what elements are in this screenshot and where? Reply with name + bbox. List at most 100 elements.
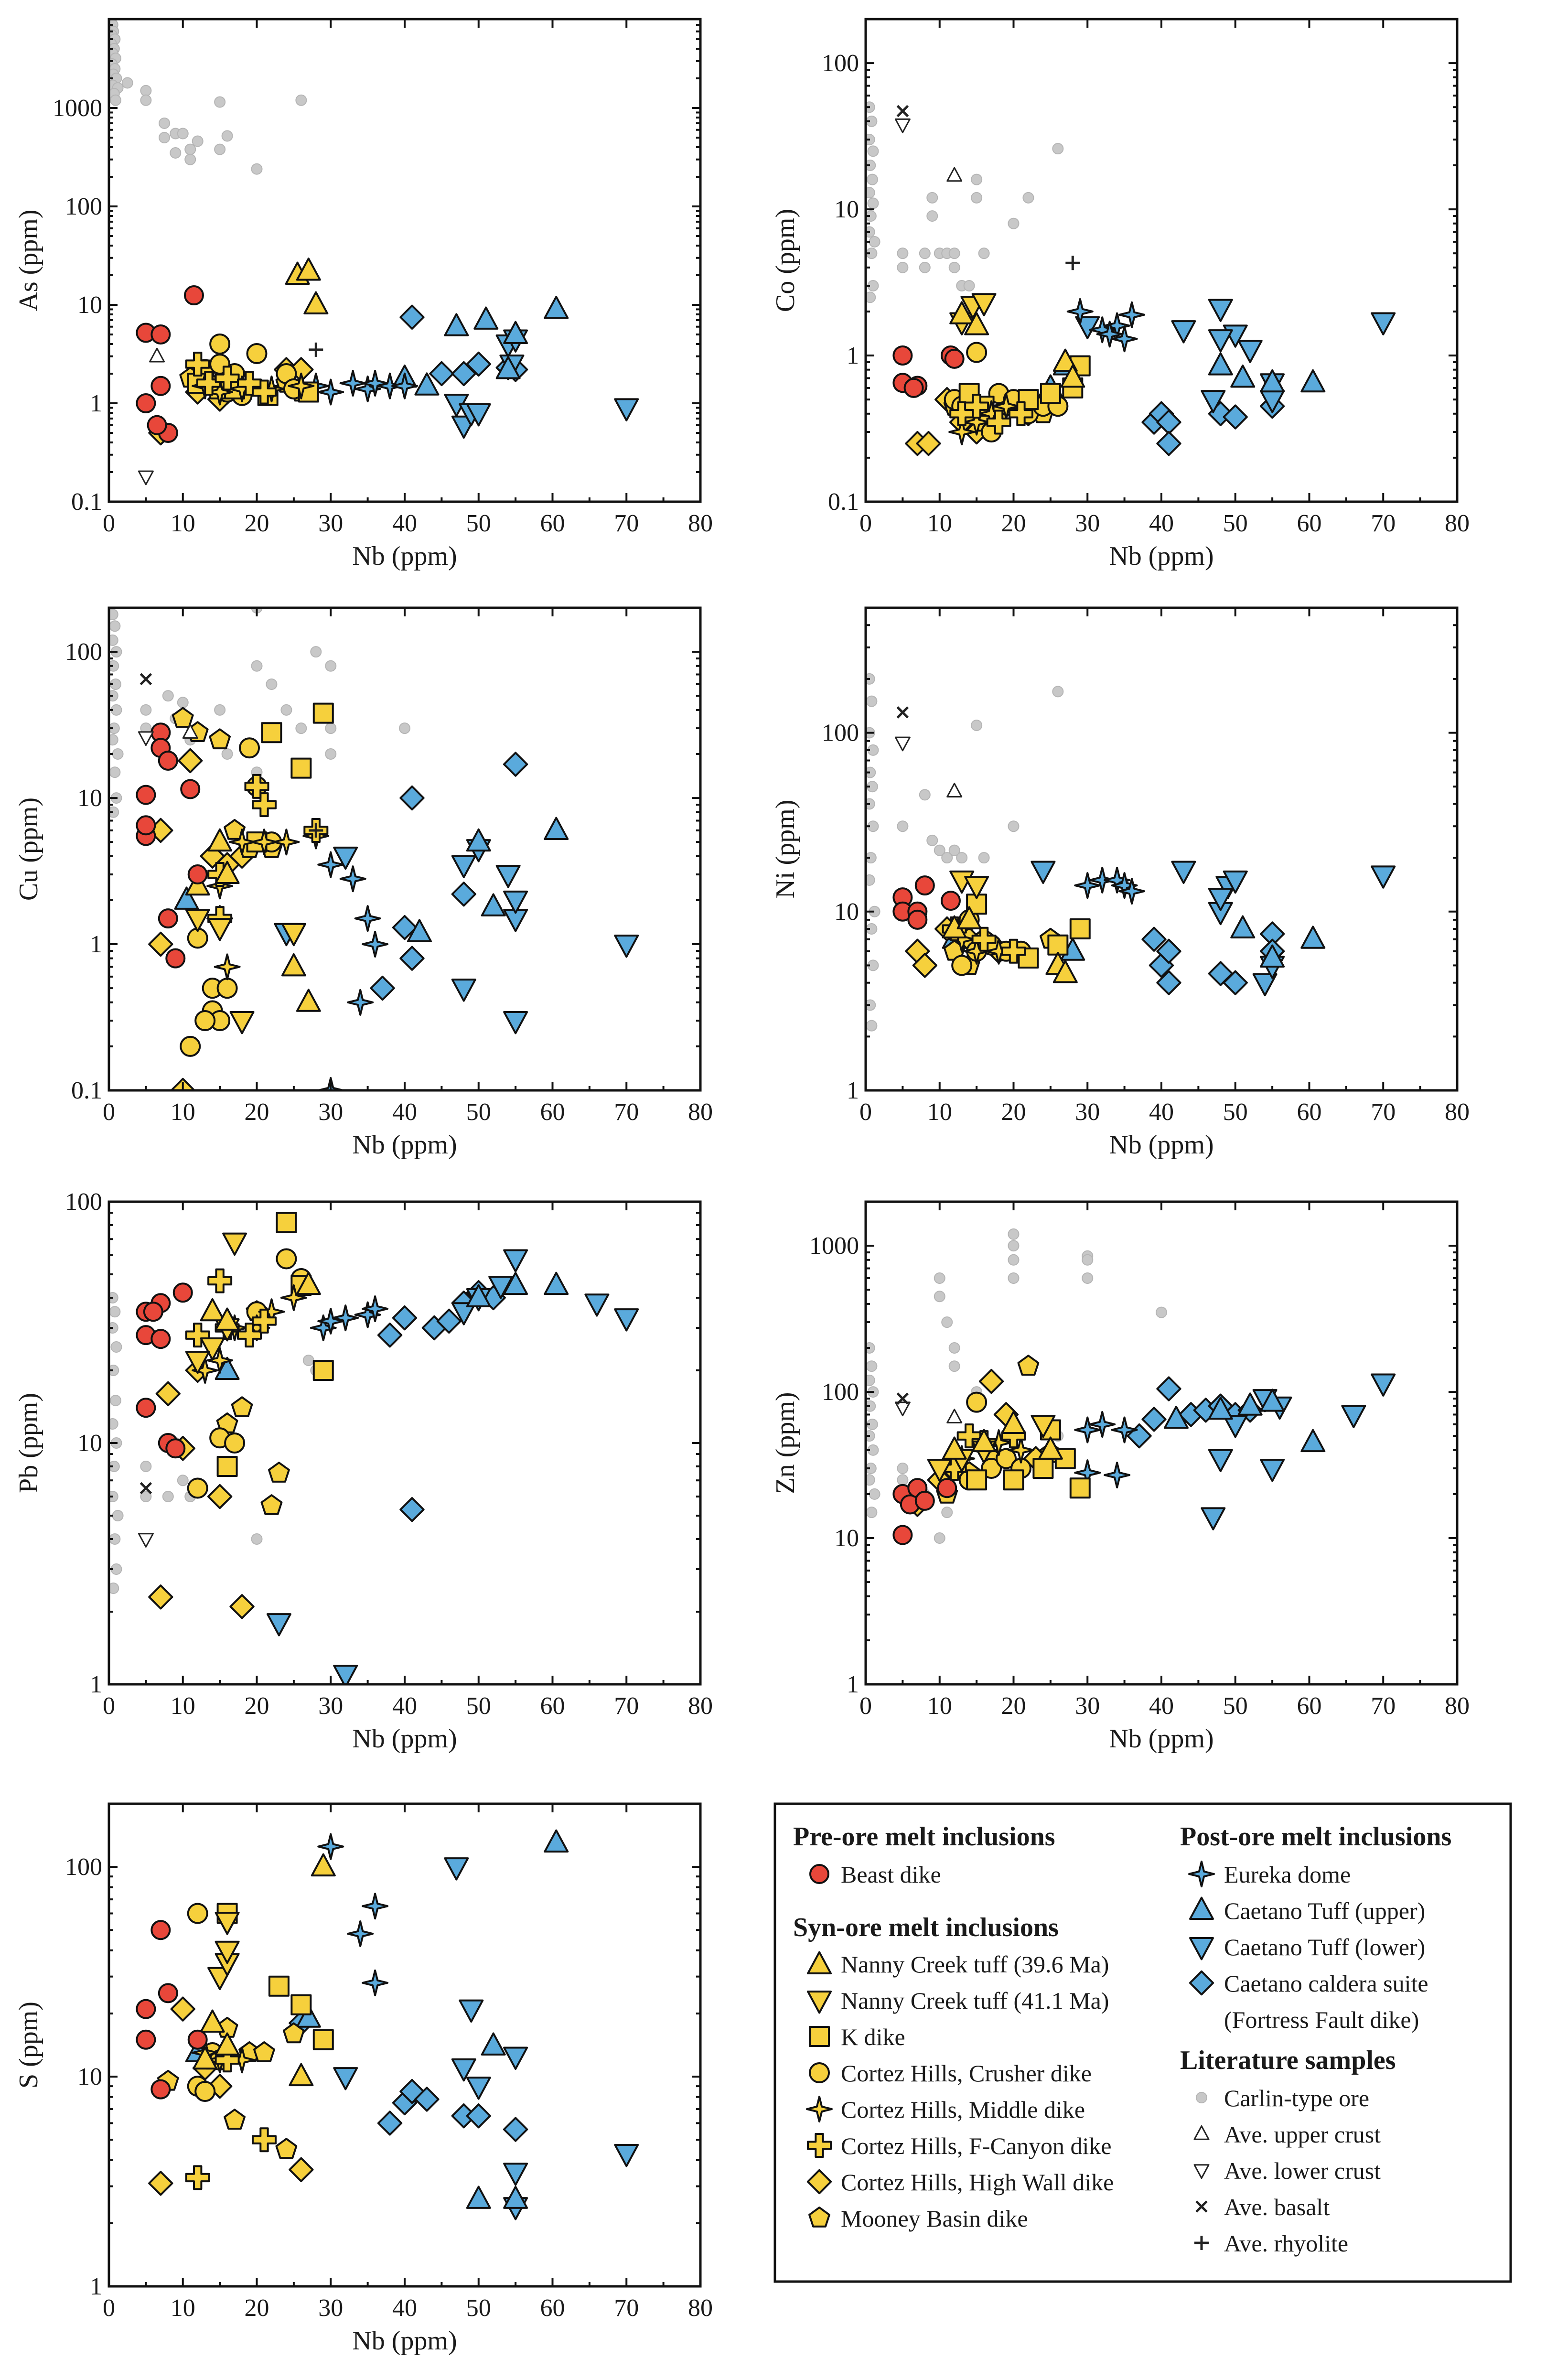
zn-y-tick-label: 1000 [809, 1232, 859, 1260]
cu-point-highwall [200, 843, 225, 869]
pb-point-carlin [109, 1395, 121, 1407]
pb-point-nanny39 [215, 1307, 240, 1331]
cu-point-beast [158, 908, 178, 929]
ni-point-upper_crust [946, 783, 963, 798]
cu-point-c_lower [333, 846, 358, 870]
as-point-eureka [317, 378, 344, 406]
cu-point-c_lower [503, 890, 528, 914]
legend-label-rhyolite: Ave. rhyolite [1224, 2230, 1348, 2257]
co-point-carlin [919, 248, 931, 259]
cu-x-tick-label: 70 [614, 1098, 639, 1126]
legend-label-nanny41: Nanny Creek tuff (41.1 Ma) [841, 1987, 1109, 2014]
legend-label-c-lower: Caetano Tuff (lower) [1224, 1934, 1425, 1960]
ni-point-carlin [866, 798, 875, 810]
legend-marker-mooney [808, 2207, 830, 2228]
zn-point-kdike [966, 1469, 988, 1491]
as-x-tick-label: 10 [171, 510, 195, 537]
s-x-tick-label: 40 [392, 2294, 417, 2322]
cu-point-nanny41 [229, 1011, 255, 1034]
ni-point-kdike [1047, 934, 1069, 956]
zn-point-carlin [897, 1463, 909, 1475]
cu-point-eureka [339, 865, 366, 893]
cu-point-carlin [177, 697, 189, 709]
co-markers [866, 101, 1396, 456]
legend-label-eureka: Eureka dome [1224, 1861, 1351, 1888]
as-point-carlin [192, 135, 204, 147]
as-point-c_lower [466, 403, 491, 427]
pb-point-c_upper [466, 1284, 491, 1307]
zn-point-nanny39 [1038, 1436, 1063, 1460]
cu-point-upper_crust [182, 724, 198, 739]
cu-x-tick-label: 0 [103, 1098, 115, 1126]
ni-x-tick-label: 30 [1075, 1098, 1100, 1126]
zn-point-c_lower [1223, 1414, 1248, 1438]
as-point-fcanyon [196, 370, 221, 396]
co-y-axis-label: Co (ppm) [771, 209, 800, 312]
cu-point-carlin [112, 748, 124, 760]
as-point-c_lower [614, 398, 639, 421]
cu-point-c_caldera [399, 946, 425, 971]
zn-point-eureka [1111, 1416, 1138, 1443]
zn-point-c_upper [1163, 1405, 1189, 1429]
as-x-tick-label: 40 [392, 510, 417, 537]
cu-point-carlin [325, 722, 337, 734]
zn-point-carlin [1082, 1272, 1094, 1284]
co-x-tick-label: 30 [1075, 510, 1100, 537]
cu-point-nanny39 [281, 953, 306, 977]
s-point-nanny39 [289, 2063, 314, 2087]
legend-label-middle: Cortez Hills, Middle dike [841, 2096, 1085, 2123]
legend-marker-fcanyon [807, 2133, 832, 2158]
co-point-c_upper [1300, 369, 1326, 393]
ni-point-lower_crust [894, 736, 911, 752]
pb-point-carlin [109, 1364, 119, 1376]
cu-point-eureka [362, 931, 389, 958]
ni-markers [866, 673, 1396, 1032]
cu-point-nanny39 [215, 861, 240, 884]
zn-point-c_lower [1201, 1507, 1226, 1530]
zn-point-carlin [934, 1291, 945, 1303]
pb-point-carlin [109, 1292, 118, 1303]
pb-point-beast [143, 1302, 163, 1322]
as-point-beast [136, 393, 156, 414]
cu-point-carlin [109, 660, 119, 672]
cu-x-tick-label: 80 [688, 1098, 713, 1126]
as-point-carlin [214, 96, 226, 108]
co-point-eureka [1066, 298, 1094, 325]
co-x-tick-label: 10 [927, 510, 952, 537]
co-y-tick-label: 100 [822, 50, 859, 77]
pb-x-tick-label: 10 [171, 1692, 195, 1720]
s-x-tick-label: 20 [245, 2294, 269, 2322]
legend-label-upper-crust: Ave. upper crust [1224, 2121, 1381, 2148]
zn-point-carlin [1008, 1272, 1020, 1284]
pb-x-tick-label: 50 [466, 1692, 491, 1720]
cu-y-tick-label: 10 [77, 785, 102, 812]
pb-point-highwall [155, 1381, 181, 1407]
s-point-c_upper [481, 2032, 506, 2056]
zn-x-tick-label: 50 [1223, 1692, 1248, 1720]
cu-point-nanny41 [185, 909, 210, 932]
co-point-carlin [866, 226, 875, 238]
cu-y-tick-label: 0.1 [71, 1077, 102, 1104]
co-point-highwall [916, 431, 941, 456]
legend-marker-lower_crust [1193, 2164, 1210, 2179]
co-point-eureka [1118, 301, 1146, 328]
co-x-tick-label: 80 [1445, 510, 1470, 537]
pb-point-fcanyon [237, 1323, 262, 1348]
panel-zn: 0 10 20 30 40 50 60 70 80 1 10 100 1000 Nb (ppm) Zn (p… [771, 1200, 1470, 1754]
as-point-carlin [140, 94, 152, 106]
s-point-c_upper [503, 2186, 528, 2209]
cu-point-carlin [109, 690, 118, 702]
as-x-axis-label: Nb (ppm) [352, 541, 457, 571]
cu-point-c_lower [451, 979, 476, 1002]
zn-point-beast [914, 1490, 935, 1511]
co-point-lower_crust [894, 118, 911, 133]
legend-label-kdike: K dike [841, 2024, 905, 2050]
co-x-tick-label: 0 [859, 510, 872, 537]
co-point-crusher [966, 342, 988, 363]
cu-markers [109, 608, 639, 1090]
legend-frame [773, 1802, 1512, 2283]
as-point-carlin [159, 117, 171, 129]
ni-point-c_upper [1300, 926, 1326, 949]
legend-marker-kdike [809, 2026, 830, 2047]
s-y-tick-label: 10 [77, 2063, 102, 2090]
